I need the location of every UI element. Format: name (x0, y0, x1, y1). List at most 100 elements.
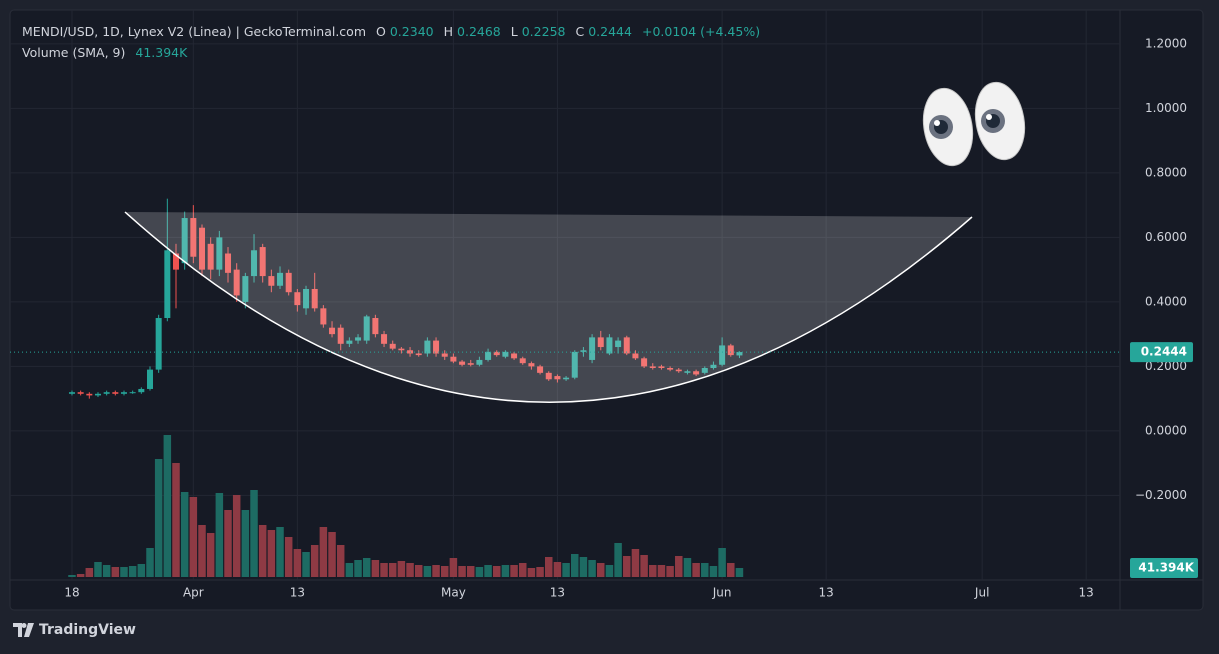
volume-bar (666, 566, 674, 577)
y-tick-label: 0.6000 (1145, 230, 1187, 244)
volume-bar (727, 563, 735, 577)
volume-bar (510, 565, 518, 577)
candle-body (103, 392, 110, 394)
volume-bar (310, 545, 319, 577)
candle-body (693, 371, 700, 375)
volume-bar (562, 563, 570, 577)
candle-body (155, 318, 162, 370)
y-tick-label: 0.0000 (1145, 423, 1187, 437)
candle-body (684, 371, 691, 373)
volume-bar (388, 563, 397, 577)
volume-bar (258, 525, 267, 577)
candle-body (511, 353, 518, 359)
candle-body (441, 353, 448, 357)
volume-bar (371, 560, 380, 577)
x-tick-label: Jun (712, 586, 732, 600)
l-value: 0.2258 (521, 24, 566, 39)
candle-body (415, 353, 422, 356)
candle-body (727, 345, 734, 356)
volume-bar (267, 530, 276, 577)
volume-bar (657, 565, 666, 577)
candle-body (190, 218, 197, 257)
candle-body (146, 369, 153, 389)
candle-body (485, 351, 492, 360)
volume-bar (328, 532, 336, 577)
volume-bar (466, 566, 475, 577)
volume-bar (588, 560, 596, 577)
y-tick-label: 0.8000 (1145, 165, 1187, 179)
candle-body (537, 366, 544, 373)
volume-badge-label: 41.394K (1138, 561, 1194, 575)
change: +0.0104 (+4.45%) (641, 24, 761, 39)
candle-body (389, 343, 396, 349)
candle-body (207, 243, 214, 270)
candle-body (173, 253, 180, 270)
volume-bar (154, 459, 163, 577)
volume-bar (484, 565, 492, 577)
y-tick-label: 0.4000 (1145, 294, 1187, 308)
volume-bar (319, 527, 328, 577)
candle-body (641, 358, 648, 367)
volume-bar (683, 558, 692, 577)
cup-curve (124, 211, 973, 403)
volume-bar (571, 554, 579, 577)
o-label: O (376, 24, 386, 39)
y-tick-label: −0.2000 (1135, 488, 1187, 502)
h-value: 0.2468 (457, 24, 501, 39)
volume-bar (354, 560, 362, 577)
volume-bar (544, 557, 553, 577)
candle-body (632, 353, 639, 359)
volume-bar (440, 566, 449, 577)
candle-body (320, 308, 327, 325)
candle-body (181, 218, 188, 264)
candle-body (519, 358, 526, 364)
candle-body (112, 392, 119, 394)
volume-bar (172, 463, 180, 577)
volume-header: Volume (SMA, 9) 41.394K (22, 45, 187, 60)
symbol-header: MENDI/USD, 1D, Lynex V2 (Linea) | GeckoT… (22, 24, 760, 39)
volume-bar (224, 510, 232, 577)
volume-bar (709, 566, 718, 577)
candle-body (294, 292, 301, 306)
volume-bar (362, 558, 371, 577)
volume-bar (120, 567, 128, 577)
volume-bar (718, 548, 726, 577)
candle-body (554, 376, 561, 380)
logo-icon (13, 623, 34, 637)
volume-bar (692, 563, 700, 577)
candle-body (363, 316, 370, 341)
candle-body (242, 276, 249, 302)
candle-body (337, 327, 344, 344)
volume-bar (232, 495, 241, 577)
x-tick-label: 13 (550, 586, 565, 600)
volume-bar (345, 563, 354, 577)
candle-body (129, 392, 136, 394)
volume-bar (623, 556, 631, 577)
candle-body (164, 250, 171, 319)
candle-body (303, 288, 310, 309)
volume-bar (336, 545, 345, 577)
logo[interactable]: TradingView (13, 622, 136, 638)
volume-bar (475, 567, 484, 577)
volume-bar (276, 527, 284, 577)
symbol: MENDI/USD, 1D, Lynex V2 (Linea) | GeckoT… (22, 24, 367, 39)
volume-bar (250, 490, 258, 577)
volume-bar (180, 492, 189, 577)
candle-body (251, 250, 258, 277)
volume-bar (397, 561, 406, 577)
volume-bar (189, 497, 198, 577)
candle-body (571, 351, 578, 378)
c-value: 0.2444 (588, 24, 632, 39)
volume-bar (76, 574, 85, 577)
volume-bar (380, 563, 388, 577)
volume-bar (241, 510, 250, 577)
candle-body (329, 327, 336, 335)
candle-body (138, 388, 145, 393)
candle-body (398, 348, 405, 351)
volume-bar (94, 562, 102, 577)
candle-body (450, 356, 457, 362)
candle-body (311, 288, 318, 309)
candle-body (502, 351, 509, 357)
volume-bar (284, 537, 293, 577)
